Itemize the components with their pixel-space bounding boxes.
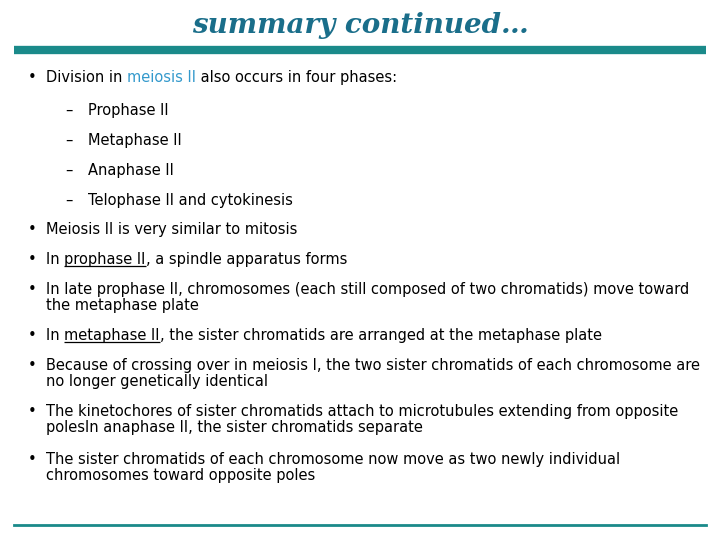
Text: also occurs in four phases:: also occurs in four phases: — [196, 70, 397, 85]
Text: no longer genetically identical: no longer genetically identical — [46, 374, 268, 389]
Text: •: • — [28, 222, 37, 237]
Text: chromosomes toward opposite poles: chromosomes toward opposite poles — [46, 468, 315, 483]
Text: •: • — [28, 252, 37, 267]
Text: , the sister chromatids are arranged at the metaphase plate: , the sister chromatids are arranged at … — [160, 328, 602, 343]
Text: Meiosis II is very similar to mitosis: Meiosis II is very similar to mitosis — [46, 222, 297, 237]
Text: –: – — [65, 103, 73, 118]
Text: Metaphase II: Metaphase II — [88, 133, 181, 148]
Text: Because of crossing over in meiosis I, the two sister chromatids of each chromos: Because of crossing over in meiosis I, t… — [46, 358, 700, 373]
Text: •: • — [28, 404, 37, 419]
Text: In late prophase II, chromosomes (each still composed of two chromatids) move to: In late prophase II, chromosomes (each s… — [46, 282, 689, 297]
Text: •: • — [28, 358, 37, 373]
Text: polesIn anaphase II, the sister chromatids separate: polesIn anaphase II, the sister chromati… — [46, 420, 423, 435]
Text: In: In — [46, 252, 64, 267]
Text: Division in: Division in — [46, 70, 127, 85]
Text: meiosis II: meiosis II — [127, 70, 196, 85]
Text: summary continued…: summary continued… — [192, 12, 528, 39]
Text: •: • — [28, 70, 37, 85]
Text: •: • — [28, 282, 37, 297]
Text: –: – — [65, 133, 73, 148]
Text: •: • — [28, 452, 37, 467]
Text: In: In — [46, 328, 64, 343]
Text: metaphase II: metaphase II — [64, 328, 160, 343]
Text: Telophase II and cytokinesis: Telophase II and cytokinesis — [88, 193, 293, 208]
Text: •: • — [28, 328, 37, 343]
Text: the metaphase plate: the metaphase plate — [46, 298, 199, 313]
Text: Prophase II: Prophase II — [88, 103, 168, 118]
Text: , a spindle apparatus forms: , a spindle apparatus forms — [145, 252, 347, 267]
Text: prophase II: prophase II — [64, 252, 145, 267]
Text: The kinetochores of sister chromatids attach to microtubules extending from oppo: The kinetochores of sister chromatids at… — [46, 404, 678, 419]
Text: –: – — [65, 163, 73, 178]
Text: –: – — [65, 193, 73, 208]
Text: The sister chromatids of each chromosome now move as two newly individual: The sister chromatids of each chromosome… — [46, 452, 620, 467]
Text: Anaphase II: Anaphase II — [88, 163, 174, 178]
